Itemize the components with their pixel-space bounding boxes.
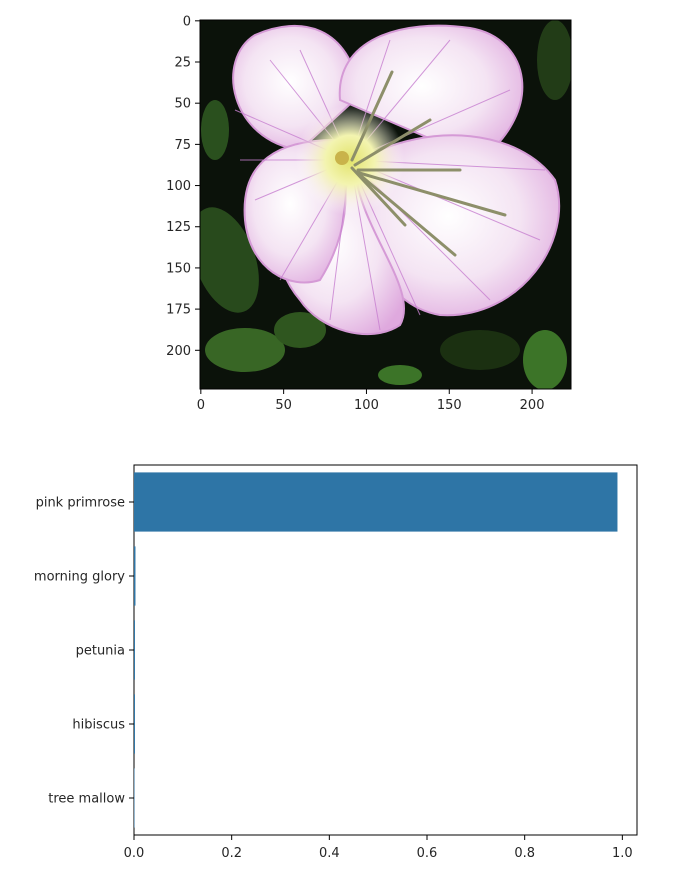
image-x-tick-label: 0 <box>197 398 205 413</box>
bar-x-tick-label: 0.0 <box>124 846 145 861</box>
bar-x-tick-label: 0.2 <box>221 846 242 861</box>
image-y-tick-label: 25 <box>174 56 191 71</box>
flower-pistil <box>335 151 349 165</box>
flower-image <box>178 20 573 390</box>
image-y-tick-label: 0 <box>183 14 191 29</box>
image-x-tick-label: 150 <box>437 398 462 413</box>
image-x-tick-label: 100 <box>354 398 379 413</box>
image-axes: 0 50 100 150 200 0 25 50 75 100 125 150 175 200 <box>166 14 573 413</box>
category-label: hibiscus <box>72 718 125 733</box>
image-y-tick-label: 175 <box>166 303 191 318</box>
image-x-tick-label: 50 <box>275 398 292 413</box>
category-label: pink primrose <box>36 496 125 511</box>
bar-chart-axes: pink primrose morning glory petunia hibiscu… <box>34 465 637 861</box>
bar <box>134 546 135 605</box>
image-x-ticks: 0 50 100 150 200 <box>197 389 545 413</box>
bar-x-tick-label: 0.6 <box>417 846 438 861</box>
image-y-tick-label: 75 <box>174 138 191 153</box>
bar-x-tick-label: 1.0 <box>612 846 633 861</box>
image-y-tick-label: 100 <box>166 179 191 194</box>
image-y-tick-label: 125 <box>166 220 191 235</box>
image-y-tick-label: 150 <box>166 261 191 276</box>
bar-x-tick-label: 0.8 <box>514 846 535 861</box>
image-y-ticks: 0 25 50 75 100 125 150 175 200 <box>166 14 200 358</box>
category-label: tree mallow <box>48 792 125 807</box>
category-label: petunia <box>76 644 125 659</box>
bar <box>134 472 617 531</box>
bar <box>134 694 135 753</box>
bar <box>134 620 135 679</box>
bar-chart-x-ticks: 0.0 0.2 0.4 0.6 0.8 1.0 <box>124 835 633 861</box>
image-x-tick-label: 200 <box>520 398 545 413</box>
image-y-tick-label: 200 <box>166 344 191 359</box>
category-label: morning glory <box>34 570 125 585</box>
bar-x-tick-label: 0.4 <box>319 846 340 861</box>
image-y-tick-label: 50 <box>174 97 191 112</box>
bar-chart-category-ticks: pink primrose morning glory petunia hibiscu… <box>34 496 134 807</box>
